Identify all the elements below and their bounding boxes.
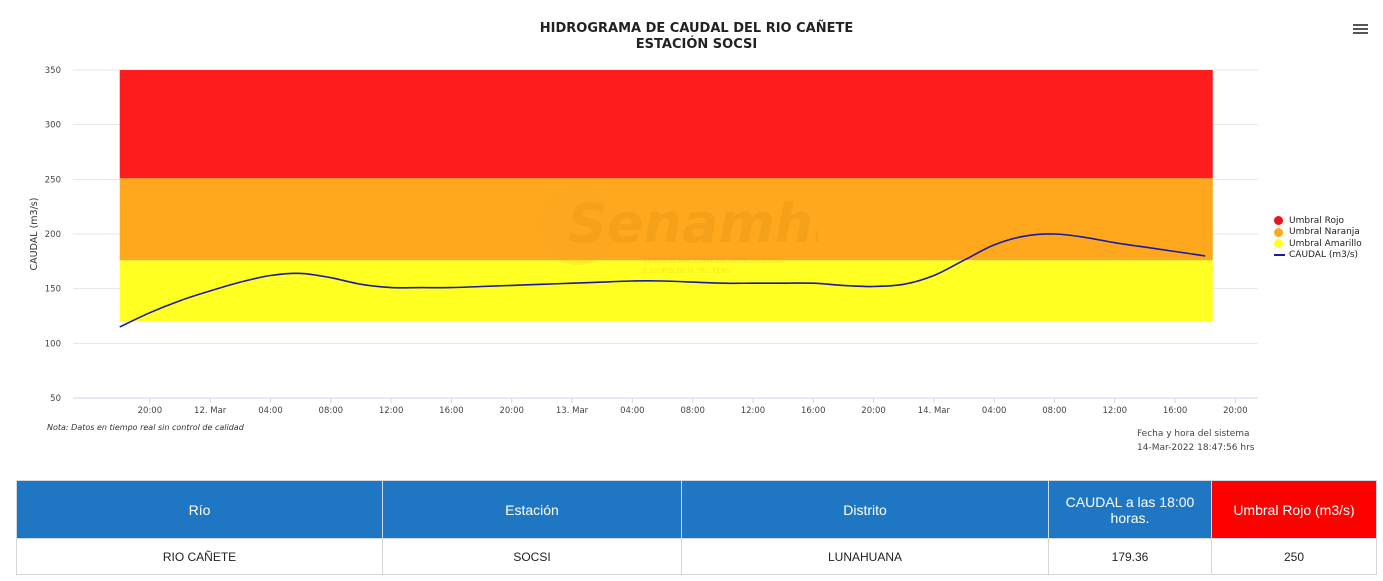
senamhi-watermark: Senamhi SERVICIO NACIONAL DE METEOROLOGÍ… [528, 170, 833, 280]
x-tick-label: 08:00 [1042, 406, 1067, 416]
cell-umbral-rojo: 250 [1211, 538, 1377, 575]
legend-item-umbral-naranja[interactable]: Umbral Naranja [1274, 227, 1362, 239]
chart-subtitle: ESTACIÓN SOCSI [635, 37, 758, 52]
x-tick-label: 12. Mar [194, 406, 227, 416]
cell-rio: RIO CAÑETE [16, 538, 383, 575]
chart-title: HIDROGRAMA DE CAUDAL DEL RIO CAÑETE [539, 21, 854, 36]
header-distrito: Distrito [681, 480, 1049, 539]
header-rio: Río [16, 480, 383, 539]
y-tick-label: 150 [45, 285, 61, 295]
x-tick-label: 20:00 [861, 406, 886, 416]
cell-estacion: SOCSI [382, 538, 682, 575]
legend-dot-naranja [1274, 227, 1283, 237]
table-header-row: Río Estación Distrito CAUDAL a las 18:00… [16, 480, 1377, 539]
legend-label: Umbral Rojo [1289, 215, 1345, 226]
threshold-band [119, 178, 1213, 261]
system-date-value: 14-Mar-2022 18:47:56 hrs [1137, 443, 1255, 453]
station-info-table: Río Estación Distrito CAUDAL a las 18:00… [16, 480, 1377, 575]
y-tick-label: 200 [45, 230, 61, 240]
x-tick-label: 08:00 [680, 406, 705, 416]
y-tick-label: 100 [45, 339, 61, 349]
y-tick-label: 350 [45, 66, 61, 76]
x-tick-label: 20:00 [499, 406, 524, 416]
x-tick-label: 13. Mar [556, 406, 589, 416]
chart-plot: 50 100 150 200 250 300 350 20:00 12. Mar 04:00 08:… [29, 66, 1258, 416]
svg-text:E HIDROLOGÍA DEL PERÚ: E HIDROLOGÍA DEL PERÚ [643, 266, 731, 275]
x-tick-label: 14. Mar [918, 406, 951, 416]
x-tick-label: 16:00 [801, 406, 826, 416]
legend-item-umbral-rojo[interactable]: Umbral Rojo [1274, 215, 1362, 227]
chart-legend: Umbral Rojo Umbral Naranja Umbral Amaril… [1274, 215, 1362, 261]
x-tick-label: 12:00 [741, 406, 766, 416]
table-row: RIO CAÑETE SOCSI LUNAHUANA 179.36 250 [16, 538, 1377, 575]
legend-line-caudal [1274, 254, 1285, 257]
x-tick-label: 12:00 [1103, 406, 1128, 416]
x-tick-label: 04:00 [258, 406, 283, 416]
svg-text:SERVICIO NACIONAL DE METEOROLO: SERVICIO NACIONAL DE METEOROLOGÍA [643, 256, 785, 265]
y-tick-label: 300 [45, 121, 61, 131]
threshold-band [119, 70, 1213, 179]
legend-dot-rojo [1274, 216, 1283, 226]
system-date: Fecha y hora del sistema 14-Mar-2022 18:… [1137, 427, 1255, 455]
legend-item-caudal[interactable]: CAUDAL (m3/s) [1274, 250, 1362, 262]
caudal-series-line [119, 233, 1206, 328]
x-tick-label: 20:00 [138, 406, 163, 416]
header-umbral-rojo: Umbral Rojo (m3/s) [1211, 480, 1377, 539]
y-tick-label: 50 [50, 394, 61, 404]
hamburger-menu-icon[interactable] [1350, 22, 1370, 40]
quality-note: Nota: Datos en tiempo real sin control d… [47, 423, 244, 432]
x-tick-label: 20:00 [1223, 406, 1248, 416]
svg-text:Senamhi: Senamhi [568, 192, 818, 255]
x-tick-label: 16:00 [1163, 406, 1188, 416]
header-caudal-hora: CAUDAL a las 18:00 horas. [1048, 480, 1212, 539]
legend-item-umbral-amarillo[interactable]: Umbral Amarillo [1274, 238, 1362, 250]
x-tick-label: 16:00 [439, 406, 464, 416]
legend-label: Umbral Amarillo [1289, 238, 1362, 249]
legend-label: CAUDAL (m3/s) [1289, 250, 1359, 261]
y-tick-label: 250 [45, 175, 61, 185]
legend-dot-amarillo [1274, 239, 1283, 249]
x-tick-label: 04:00 [982, 406, 1007, 416]
system-date-label: Fecha y hora del sistema [1137, 429, 1250, 439]
hydrograph-chart: 50 100 150 200 250 300 350 20:00 12. Mar 04:00 08:… [29, 21, 1370, 455]
x-tick-label: 12:00 [379, 406, 404, 416]
cell-distrito: LUNAHUANA [681, 538, 1049, 575]
y-axis-label: CAUDAL (m3/s) [29, 198, 40, 271]
x-tick-label: 04:00 [620, 406, 645, 416]
threshold-band [119, 260, 1213, 322]
legend-label: Umbral Naranja [1289, 227, 1360, 238]
header-estacion: Estación [382, 480, 682, 539]
x-tick-label: 08:00 [319, 406, 344, 416]
cell-caudal: 179.36 [1048, 538, 1212, 575]
